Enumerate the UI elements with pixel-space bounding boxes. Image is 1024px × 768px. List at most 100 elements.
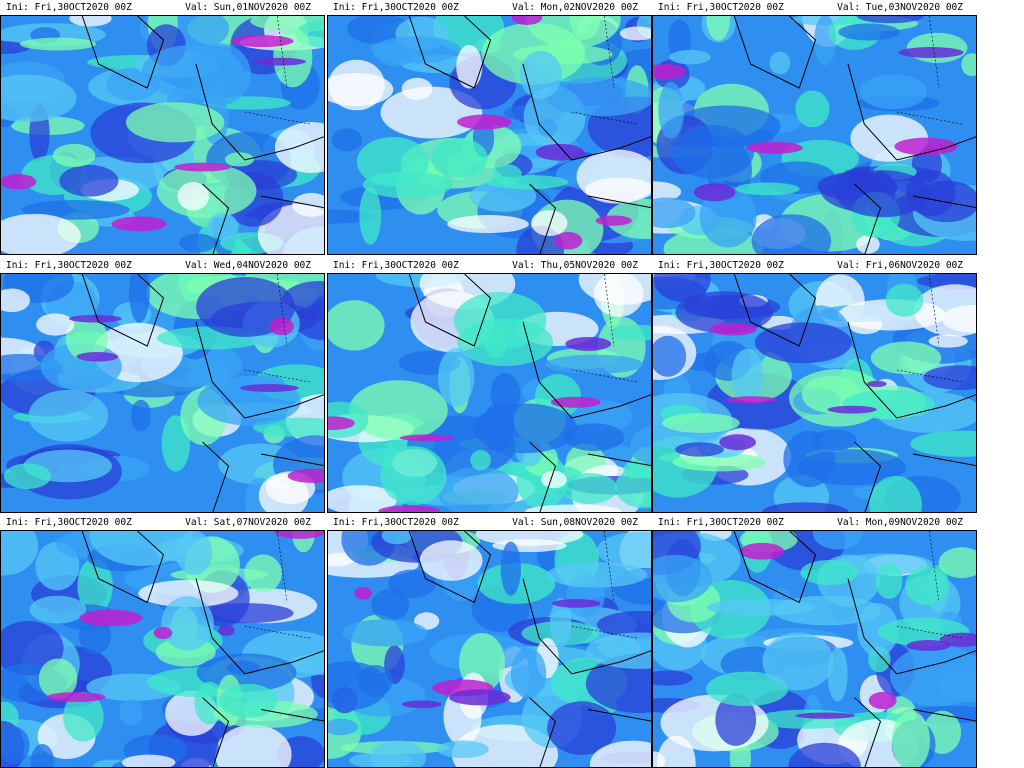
field-blob — [928, 334, 968, 348]
heavy-precip — [240, 384, 299, 392]
field-blob — [938, 547, 976, 579]
coastline — [522, 63, 651, 161]
field-blob — [569, 16, 601, 40]
field-blob — [328, 59, 385, 111]
coastline — [195, 63, 324, 161]
heavy-precip — [1, 174, 37, 190]
field-blob — [130, 399, 152, 432]
border — [896, 531, 962, 639]
field-blob — [419, 540, 483, 581]
field-blob — [675, 291, 773, 334]
field-blob — [119, 699, 143, 726]
border — [571, 274, 637, 383]
field-blob — [761, 502, 849, 512]
coastline — [529, 697, 651, 767]
precip-map — [327, 15, 652, 255]
heavy-precip — [906, 640, 951, 651]
panel-header: Ini: Fri,30OCT2020 00Z Val: Wed,04NOV2020… — [0, 258, 325, 273]
coastline — [202, 441, 324, 512]
field-blob — [244, 554, 282, 593]
forecast-panel: Ini: Fri,30OCT2020 00Z Val: Mon,02NOV2020… — [327, 0, 652, 255]
precip-map — [0, 273, 325, 513]
field-blob — [77, 557, 113, 614]
field-blob — [328, 300, 385, 351]
field-blob — [453, 291, 547, 350]
field-blob — [910, 430, 976, 457]
field-blob — [596, 610, 651, 639]
heavy-precip — [565, 336, 612, 351]
field-blob — [589, 740, 651, 767]
field-blob — [65, 316, 108, 361]
field-blob — [63, 691, 104, 742]
field-blob — [653, 274, 711, 302]
field-blob — [615, 465, 651, 509]
field-blob — [812, 429, 857, 451]
field-blob — [138, 579, 239, 607]
field-blob — [608, 324, 651, 341]
field-blob — [1, 213, 81, 254]
field-blob — [653, 197, 696, 229]
heavy-precip — [795, 712, 856, 719]
field-blob — [795, 90, 830, 128]
field-blob — [141, 44, 243, 99]
val-time: Val: Wed,04NOV2020 00Z — [185, 260, 311, 271]
forecast-panel: Ini: Fri,30OCT2020 00Z Val: Sat,07NOV2020… — [0, 515, 325, 768]
forecast-panel: Ini: Fri,30OCT2020 00Z Val: Fri,06NOV2020… — [652, 258, 977, 513]
field-blob — [856, 16, 924, 24]
field-blob — [545, 354, 644, 374]
field-blob — [125, 102, 225, 143]
field-blob — [653, 751, 666, 767]
field-blob — [356, 136, 429, 187]
field-blob — [525, 504, 622, 512]
field-blob — [29, 595, 87, 624]
heavy-precip — [827, 405, 877, 414]
field-blob — [531, 210, 568, 237]
heavy-precip — [653, 64, 686, 80]
field-blob — [905, 566, 948, 606]
field-blob — [161, 596, 214, 651]
field-blob — [870, 341, 942, 375]
field-blob — [1, 531, 39, 576]
heavy-precip — [69, 314, 122, 323]
field-blob — [545, 77, 651, 117]
heavy-precip — [76, 351, 119, 362]
heavy-precip — [269, 317, 294, 336]
ini-time: Ini: Fri,30OCT2020 00Z — [6, 517, 132, 528]
field-blob — [751, 214, 832, 254]
precip-map — [652, 530, 977, 768]
ini-time: Ini: Fri,30OCT2020 00Z — [333, 260, 459, 271]
forecast-panel: Ini: Fri,30OCT2020 00Z Val: Sun,08NOV2020… — [327, 515, 652, 768]
field-blob — [215, 724, 292, 767]
field-blob — [59, 164, 119, 197]
field-blob — [359, 187, 382, 245]
field-blob — [537, 118, 558, 137]
field-blob — [69, 16, 112, 27]
field-blob — [380, 86, 483, 139]
field-blob — [755, 709, 860, 729]
ini-time: Ini: Fri,30OCT2020 00Z — [658, 260, 784, 271]
precip-map — [652, 273, 977, 513]
field-blob — [346, 16, 410, 45]
field-blob — [289, 652, 324, 675]
field-blob — [869, 475, 922, 512]
heavy-precip — [552, 599, 601, 608]
field-blob — [36, 313, 75, 336]
val-time: Val: Tue,03NOV2020 00Z — [837, 2, 963, 13]
border — [244, 274, 310, 383]
heavy-precip — [273, 531, 324, 539]
field-blob — [372, 36, 461, 64]
field-blob — [207, 212, 239, 241]
field-blob — [586, 632, 651, 669]
heavy-precip — [378, 505, 441, 512]
heavy-precip — [401, 700, 442, 709]
field-blob — [699, 186, 757, 248]
field-blob — [658, 81, 684, 139]
field-blob — [762, 632, 834, 691]
field-blob — [380, 446, 447, 506]
field-blob — [357, 665, 393, 698]
heavy-precip — [449, 689, 511, 706]
field-blob — [653, 554, 712, 603]
coastline — [408, 274, 492, 347]
coastline — [847, 321, 976, 419]
heavy-precip — [719, 434, 756, 451]
